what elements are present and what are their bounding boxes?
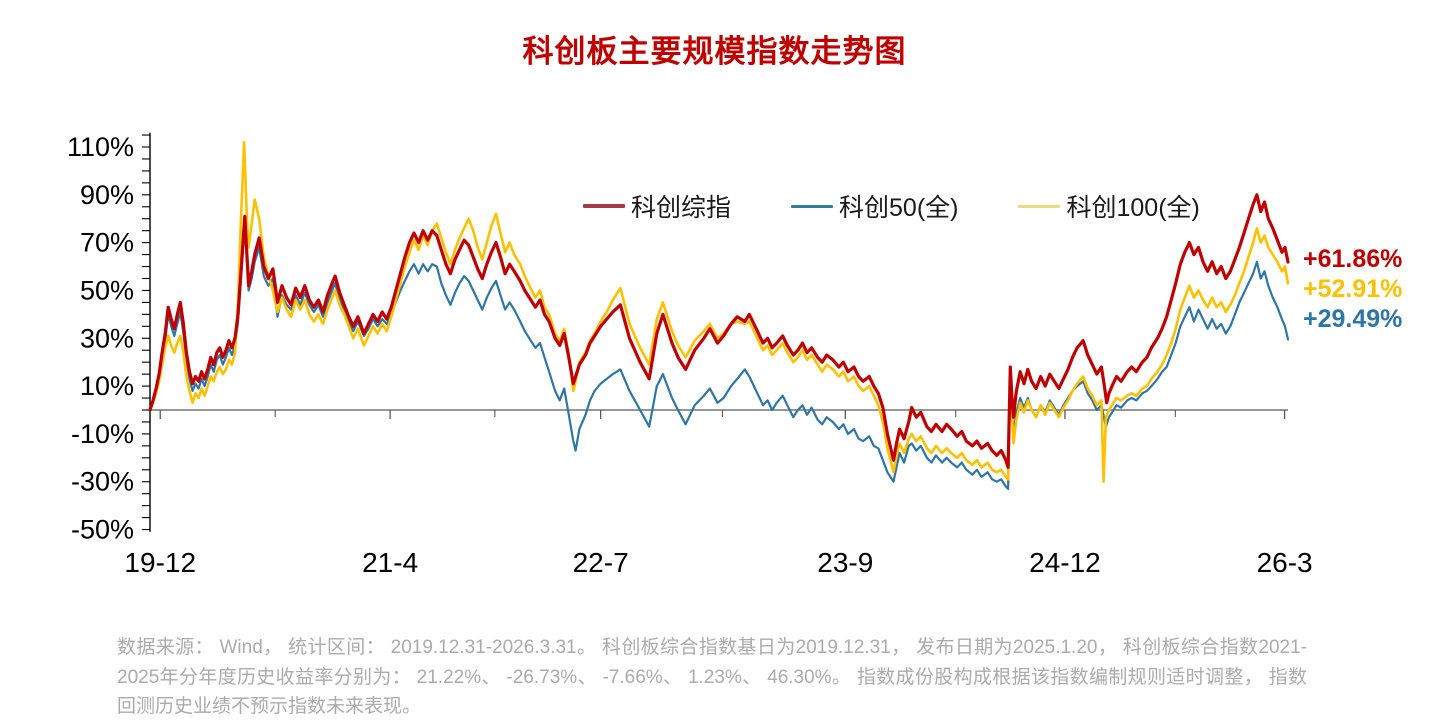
y-axis-tick-label: 110% [67, 132, 134, 162]
x-axis-tick-label: 19-12 [124, 547, 196, 578]
legend-item-科创100(全): 科创100(全) [1018, 188, 1200, 224]
source-footnote: 数据来源： Wind， 统计区间： 2019.12.31-2026.3.31。 … [117, 637, 1307, 717]
legend-label: 科创100(全) [1066, 194, 1200, 222]
y-axis-tick-label: 30% [80, 323, 134, 353]
x-axis-tick-label: 24-12 [1029, 547, 1101, 578]
legend-label: 科创综指 [631, 194, 732, 222]
legend-line-swatch [1018, 204, 1061, 208]
end-value-label-科创50(全): +29.49% [1303, 305, 1403, 333]
legend-line-swatch [791, 204, 834, 208]
x-axis-tick-label: 23-9 [817, 547, 873, 578]
series-line-科创100(全) [148, 140, 1290, 484]
y-axis-tick-label: 10% [80, 371, 134, 401]
x-axis-tick-label: 26-3 [1257, 547, 1313, 578]
series-end-labels: +61.86% +52.91% +29.49% [1303, 244, 1402, 334]
end-value-label-科创综指: +61.86% [1303, 245, 1403, 273]
series-line-科创50(全) [148, 222, 1290, 490]
y-axis-tick-label: -50% [71, 515, 134, 545]
x-axis-tick-label: 22-7 [573, 547, 629, 578]
legend-line-swatch [583, 204, 625, 208]
legend-label: 科创50(全) [839, 194, 959, 222]
series-line-科创综指 [148, 193, 1290, 469]
y-axis-tick-label: 70% [80, 228, 134, 258]
y-axis-tick-label: 50% [80, 275, 134, 305]
page-title: 科创板主要规模指数走势图 [522, 34, 907, 69]
chart-legend: 科创综指 科创50(全) 科创100(全) [583, 188, 1200, 224]
end-value-label-科创100(全): +52.91% [1303, 275, 1403, 303]
y-axis-tick-label: -10% [71, 419, 134, 449]
y-axis-tick-label: 90% [80, 180, 134, 210]
y-axis-tick-label: -30% [71, 467, 134, 497]
x-axis-tick-label: 21-4 [362, 547, 418, 578]
legend-item-科创综指: 科创综指 [583, 188, 731, 224]
legend-item-科创50(全): 科创50(全) [791, 188, 958, 224]
